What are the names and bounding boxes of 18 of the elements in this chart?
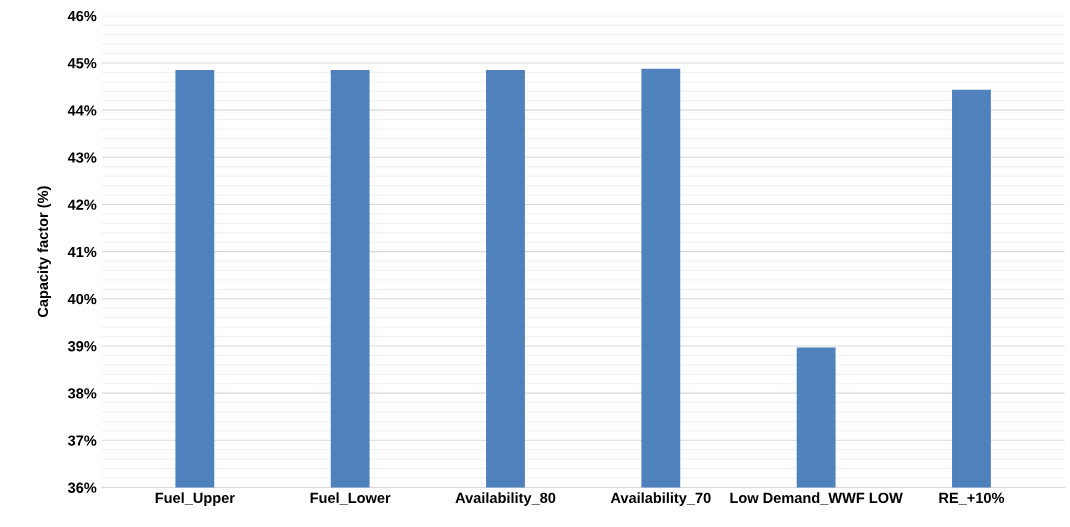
y-tick-label: 44% — [67, 105, 97, 116]
y-tick-label: 41% — [67, 246, 97, 258]
x-tick-label: RE_+10% — [939, 492, 1005, 505]
x-tick-label: Availability_80 — [455, 492, 556, 506]
x-tick-label: Availability_70 — [610, 492, 711, 506]
y-tick-label: 36% — [67, 482, 97, 493]
y-tick-label: 42% — [67, 199, 97, 210]
y-tick-label: 45% — [67, 58, 97, 69]
y-axis-title: Capacity factor (%) — [37, 186, 51, 318]
y-tick-label: 39% — [67, 341, 97, 352]
x-tick-label: Low Demand_WWF LOW — [730, 492, 903, 505]
y-tick-label: 38% — [67, 388, 97, 399]
y-tick-label: 43% — [67, 152, 97, 163]
y-tick-label: 46% — [67, 10, 97, 22]
y-tick-label: 40% — [67, 293, 97, 305]
y-tick-label: 37% — [67, 435, 97, 446]
x-tick-label: Fuel_Lower — [310, 492, 391, 505]
x-tick-label: Fuel_Upper — [155, 492, 235, 506]
